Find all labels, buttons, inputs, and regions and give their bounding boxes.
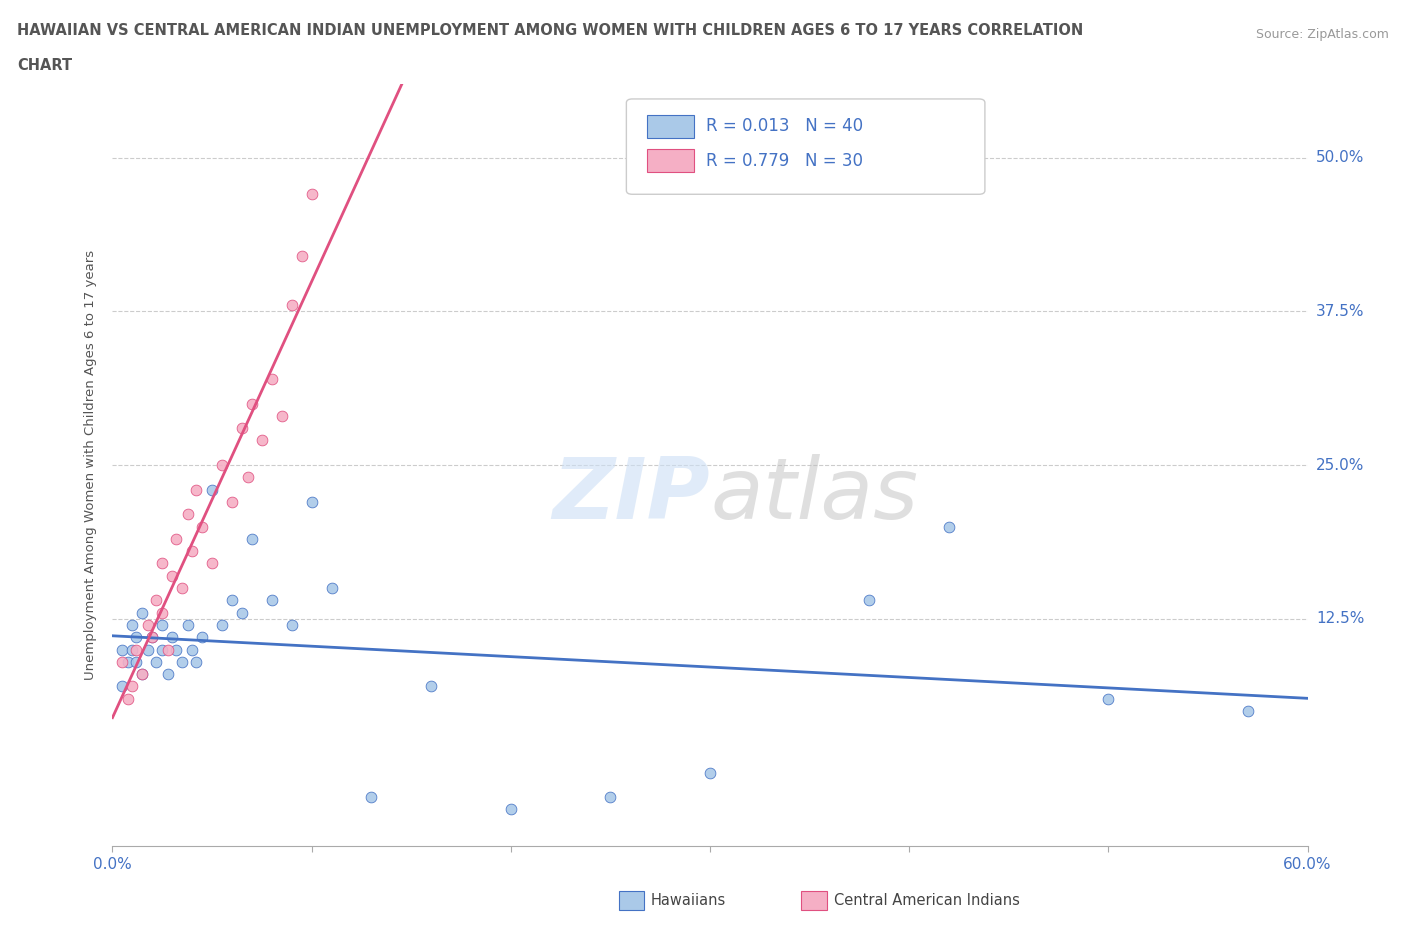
- Text: HAWAIIAN VS CENTRAL AMERICAN INDIAN UNEMPLOYMENT AMONG WOMEN WITH CHILDREN AGES : HAWAIIAN VS CENTRAL AMERICAN INDIAN UNEM…: [17, 23, 1083, 38]
- Point: [211, 458, 233, 472]
- Point: [162, 568, 183, 583]
- Point: [125, 642, 148, 657]
- Point: [191, 519, 214, 534]
- Point: [165, 531, 187, 546]
- Point: [111, 642, 134, 657]
- Point: [360, 790, 382, 804]
- Point: [145, 655, 167, 670]
- Point: [1237, 704, 1260, 719]
- Point: [211, 618, 233, 632]
- Point: [141, 630, 163, 644]
- Point: [699, 765, 721, 780]
- Point: [191, 630, 214, 644]
- Point: [177, 507, 200, 522]
- Point: [201, 482, 224, 497]
- Point: [301, 495, 323, 510]
- Point: [250, 433, 273, 448]
- Point: [221, 592, 243, 607]
- Point: [111, 679, 134, 694]
- Point: [111, 655, 134, 670]
- Point: [221, 495, 243, 510]
- FancyBboxPatch shape: [647, 150, 695, 172]
- Point: [141, 630, 163, 644]
- Text: 25.0%: 25.0%: [1316, 458, 1364, 472]
- FancyBboxPatch shape: [626, 99, 984, 194]
- Point: [499, 802, 522, 817]
- Point: [131, 605, 153, 620]
- Point: [181, 544, 204, 559]
- Point: [138, 642, 160, 657]
- Point: [201, 556, 224, 571]
- Point: [150, 618, 173, 632]
- Point: [121, 618, 143, 632]
- Point: [150, 642, 173, 657]
- Text: Central American Indians: Central American Indians: [834, 893, 1019, 908]
- Point: [150, 556, 173, 571]
- Point: [172, 580, 194, 595]
- Text: atlas: atlas: [710, 454, 918, 537]
- Point: [186, 482, 208, 497]
- Point: [291, 248, 314, 263]
- Point: [138, 618, 160, 632]
- Point: [157, 642, 180, 657]
- Y-axis label: Unemployment Among Women with Children Ages 6 to 17 years: Unemployment Among Women with Children A…: [83, 250, 97, 680]
- Point: [281, 298, 304, 312]
- Point: [420, 679, 443, 694]
- Point: [177, 618, 200, 632]
- Point: [125, 630, 148, 644]
- Point: [858, 592, 880, 607]
- Point: [121, 679, 143, 694]
- FancyBboxPatch shape: [647, 115, 695, 138]
- Point: [301, 187, 323, 202]
- Point: [281, 618, 304, 632]
- Point: [1097, 691, 1119, 706]
- Point: [181, 642, 204, 657]
- Text: Source: ZipAtlas.com: Source: ZipAtlas.com: [1256, 28, 1389, 41]
- Point: [125, 655, 148, 670]
- Text: CHART: CHART: [17, 58, 72, 73]
- Point: [260, 371, 283, 386]
- Point: [231, 605, 253, 620]
- Text: 50.0%: 50.0%: [1316, 150, 1364, 165]
- Point: [145, 592, 167, 607]
- Point: [131, 667, 153, 682]
- Point: [165, 642, 187, 657]
- Point: [117, 691, 139, 706]
- Point: [240, 396, 263, 411]
- Text: 37.5%: 37.5%: [1316, 304, 1364, 319]
- Point: [172, 655, 194, 670]
- Point: [240, 531, 263, 546]
- Point: [131, 667, 153, 682]
- Point: [162, 630, 183, 644]
- Text: 12.5%: 12.5%: [1316, 611, 1364, 626]
- Point: [231, 420, 253, 435]
- Text: R = 0.779   N = 30: R = 0.779 N = 30: [706, 152, 863, 169]
- Text: Hawaiians: Hawaiians: [651, 893, 727, 908]
- Point: [236, 470, 259, 485]
- Point: [599, 790, 621, 804]
- Point: [321, 580, 343, 595]
- Point: [260, 592, 283, 607]
- Point: [186, 655, 208, 670]
- Point: [157, 667, 180, 682]
- Point: [150, 605, 173, 620]
- Point: [121, 642, 143, 657]
- Text: R = 0.013   N = 40: R = 0.013 N = 40: [706, 117, 863, 136]
- Point: [938, 519, 960, 534]
- Text: ZIP: ZIP: [553, 454, 710, 537]
- Point: [270, 408, 292, 423]
- Point: [117, 655, 139, 670]
